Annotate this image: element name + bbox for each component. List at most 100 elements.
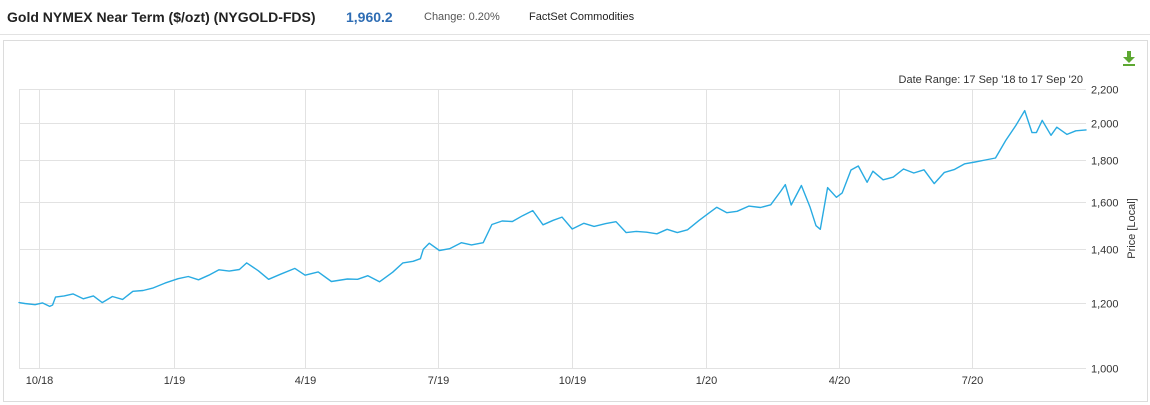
price-point: [866, 181, 868, 183]
price-point: [819, 228, 821, 230]
date-range-start: 17 Sep '18: [963, 74, 1016, 86]
price-point: [501, 220, 503, 222]
price-point: [698, 219, 700, 221]
price-point: [790, 204, 792, 206]
price-point: [676, 232, 678, 234]
price-point: [257, 270, 259, 272]
download-button[interactable]: [1122, 51, 1136, 67]
y-tick-label: 1,800: [1091, 156, 1119, 168]
price-point: [246, 262, 248, 264]
x-tick-label: 1/20: [696, 375, 717, 387]
price-point: [646, 231, 648, 233]
price-point: [449, 248, 451, 250]
price-point: [49, 305, 51, 307]
price-point: [827, 187, 829, 189]
price-point: [419, 258, 421, 260]
price-point: [784, 184, 786, 186]
price-point: [164, 282, 166, 284]
price-point: [304, 274, 306, 276]
price-point: [532, 210, 534, 212]
price-change-label: Change:: [424, 11, 466, 23]
y-tick-label: 2,200: [1091, 85, 1119, 97]
date-range-end: 17 Sep '20: [1030, 74, 1083, 86]
price-point: [1031, 132, 1033, 134]
price-point: [55, 296, 57, 298]
x-tick-label: 7/19: [428, 375, 449, 387]
price-point: [412, 260, 414, 262]
price-point: [357, 278, 359, 280]
price-point: [872, 170, 874, 172]
y-tick-label: 1,200: [1091, 299, 1119, 311]
x-tick-label: 7/20: [962, 375, 983, 387]
price-point: [511, 221, 513, 223]
price-point: [780, 190, 782, 192]
price-point: [1035, 132, 1037, 134]
price-point: [760, 207, 762, 209]
price-point: [625, 232, 627, 234]
date-range-separator: to: [1018, 74, 1028, 86]
price-point: [228, 270, 230, 272]
price-point: [561, 216, 563, 218]
x-tick-label: 4/20: [829, 375, 850, 387]
price-point: [1041, 119, 1043, 121]
price-point: [428, 242, 430, 244]
price-point: [809, 206, 811, 208]
price-point: [142, 290, 144, 292]
price-point: [815, 225, 817, 227]
y-tick-label: 1,000: [1091, 364, 1119, 376]
price-point: [402, 262, 404, 264]
price-point: [593, 225, 595, 227]
price-point: [857, 165, 859, 167]
price-point: [491, 224, 493, 226]
price-point: [964, 163, 966, 165]
price-point: [294, 267, 296, 269]
price-change: Change: 0.20%: [424, 11, 500, 23]
price-point: [656, 233, 658, 235]
y-tick-label: 1,400: [1091, 245, 1119, 257]
price-point: [438, 250, 440, 252]
price-point: [770, 204, 772, 206]
price-point: [571, 228, 573, 230]
download-arrow-icon: [1123, 51, 1135, 66]
date-range-label: Date Range:: [898, 74, 961, 86]
price-point: [268, 278, 270, 280]
price-point: [1085, 129, 1087, 131]
x-tick-label: 4/19: [295, 375, 316, 387]
price-point: [92, 295, 94, 297]
price-point: [279, 273, 281, 275]
price-point: [716, 206, 718, 208]
price-point: [132, 290, 134, 292]
price-line-series: [18, 109, 1087, 308]
price-point: [1024, 110, 1026, 112]
date-range: Date Range: 17 Sep '18 to 17 Sep '20: [899, 74, 1083, 86]
price-point: [177, 278, 179, 280]
price-point: [152, 287, 154, 289]
price-point: [882, 179, 884, 181]
price-point: [238, 269, 240, 271]
price-point: [726, 212, 728, 214]
price-point: [923, 169, 925, 171]
price-point: [208, 274, 210, 276]
price-point: [552, 219, 554, 221]
price-point: [800, 185, 802, 187]
price-point: [748, 205, 750, 207]
price-point: [542, 224, 544, 226]
price-change-value: 0.20%: [468, 11, 500, 23]
y-tick-label: 2,000: [1091, 119, 1119, 131]
price-point: [943, 171, 945, 173]
price-point: [482, 242, 484, 244]
price-point: [995, 157, 997, 159]
price-point: [841, 192, 843, 194]
price-point: [903, 168, 905, 170]
price-point: [1005, 140, 1007, 142]
price-point: [218, 269, 220, 271]
price-point: [82, 298, 84, 300]
instrument-title: Gold NYMEX Near Term ($/ozt) (NYGOLD-FDS…: [7, 9, 316, 25]
header-bar: Gold NYMEX Near Term ($/ozt) (NYGOLD-FDS…: [0, 0, 1150, 35]
y-axis-title: Price [Local]: [1126, 198, 1138, 259]
chart-panel: [3, 40, 1148, 402]
y-tick-label: 1,600: [1091, 198, 1119, 210]
x-tick-label: 10/18: [26, 375, 54, 387]
price-point: [605, 223, 607, 225]
